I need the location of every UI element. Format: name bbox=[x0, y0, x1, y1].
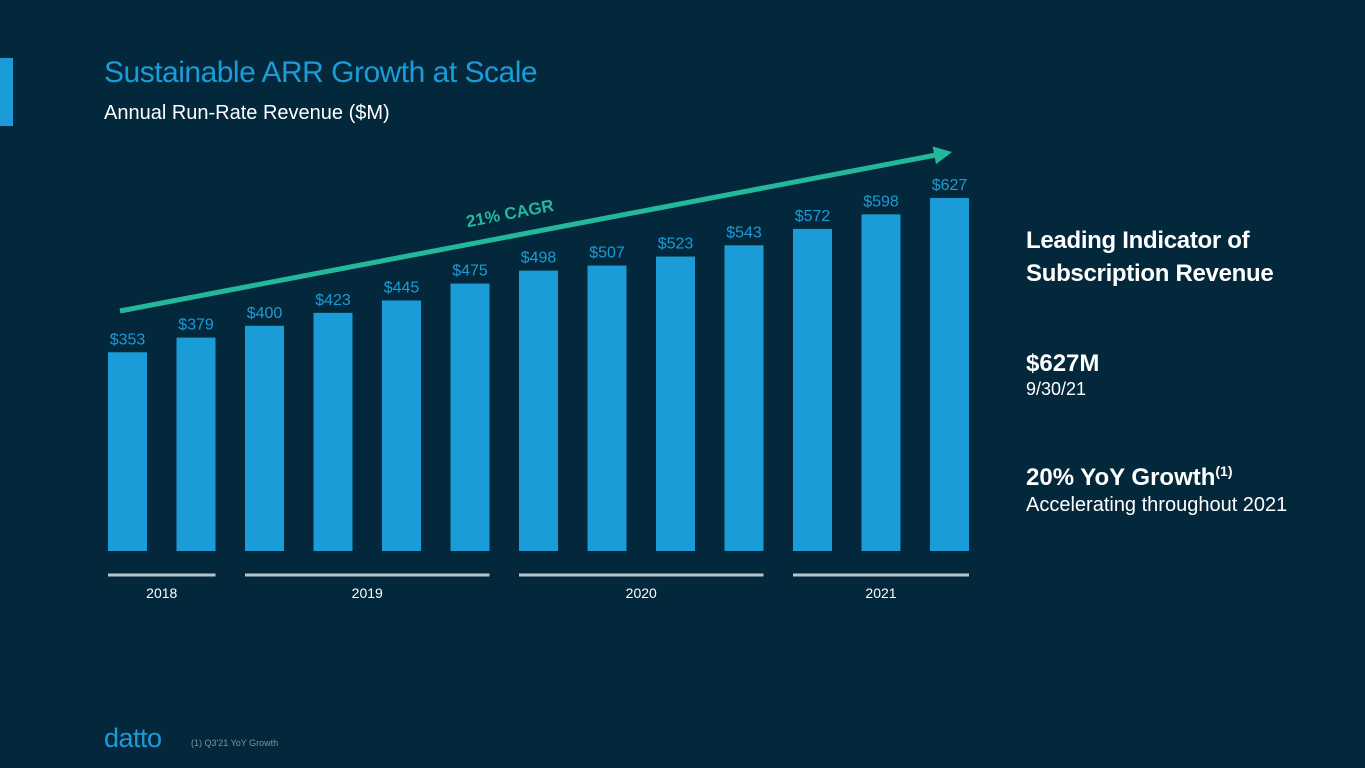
bar-value-label-9: $543 bbox=[726, 224, 762, 241]
sidebar-growth-text: 20% YoY Growth bbox=[1026, 464, 1216, 491]
footnote: (1) Q3'21 YoY Growth bbox=[191, 738, 279, 748]
bar-9 bbox=[724, 245, 764, 551]
year-label-2021: 2021 bbox=[865, 585, 896, 601]
bar-4 bbox=[382, 300, 421, 551]
cagr-trend-line bbox=[119, 152, 937, 314]
year-label-2019: 2019 bbox=[352, 585, 383, 601]
bar-value-label-6: $498 bbox=[521, 250, 557, 267]
sidebar-growth-note: Accelerating throughout 2021 bbox=[1026, 494, 1288, 516]
bar-value-label-7: $507 bbox=[589, 245, 625, 262]
bar-value-label-1: $379 bbox=[178, 317, 214, 334]
bar-11 bbox=[861, 214, 901, 551]
bar-value-label-2: $400 bbox=[247, 305, 283, 322]
sidebar-growth: 20% YoY Growth(1) bbox=[1026, 464, 1356, 492]
slide-subtitle: Annual Run-Rate Revenue ($M) bbox=[104, 102, 390, 124]
bar-12 bbox=[930, 198, 969, 551]
bar-value-label-12: $627 bbox=[932, 177, 968, 194]
year-label-2018: 2018 bbox=[146, 585, 177, 601]
sidebar-growth-footnote-ref: (1) bbox=[1215, 463, 1233, 479]
bar-0 bbox=[108, 352, 147, 551]
accent-tab bbox=[0, 58, 13, 126]
bar-1 bbox=[176, 337, 216, 551]
sidebar-heading-line1: Leading Indicator of bbox=[1026, 227, 1250, 254]
bar-value-label-0: $353 bbox=[110, 331, 146, 348]
sidebar-arr-date: 9/30/21 bbox=[1026, 379, 1087, 399]
sidebar-heading: Leading Indicator of Subscription Revenu… bbox=[1026, 224, 1356, 290]
bar-6 bbox=[519, 270, 558, 551]
arr-bar-chart: $353 $379 $400 $423 $445 $475 $498 $507 $523 $543… bbox=[108, 146, 969, 601]
bar-value-label-8: $523 bbox=[658, 236, 694, 253]
sidebar-arr-value: $627M bbox=[1026, 350, 1100, 377]
bar-value-label-5: $475 bbox=[452, 263, 488, 280]
sidebar: Leading Indicator of Subscription Revenu… bbox=[1026, 224, 1356, 518]
bar-5 bbox=[450, 283, 490, 551]
cagr-label: 21% CAGR bbox=[465, 196, 556, 231]
bar-10 bbox=[793, 228, 832, 551]
bar-value-label-4: $445 bbox=[384, 279, 420, 296]
datto-logo: datto bbox=[104, 723, 162, 753]
bar-2 bbox=[245, 325, 284, 551]
bar-value-label-10: $572 bbox=[795, 208, 831, 225]
slide-title: Sustainable ARR Growth at Scale bbox=[104, 56, 538, 89]
bar-8 bbox=[656, 256, 695, 551]
bar-value-label-11: $598 bbox=[863, 193, 899, 210]
bar-3 bbox=[313, 312, 353, 551]
bar-value-label-3: $423 bbox=[315, 292, 351, 309]
sidebar-heading-line2: Subscription Revenue bbox=[1026, 260, 1274, 287]
year-label-2020: 2020 bbox=[626, 585, 657, 601]
bar-7 bbox=[587, 265, 627, 551]
cagr-arrowhead bbox=[932, 146, 952, 165]
